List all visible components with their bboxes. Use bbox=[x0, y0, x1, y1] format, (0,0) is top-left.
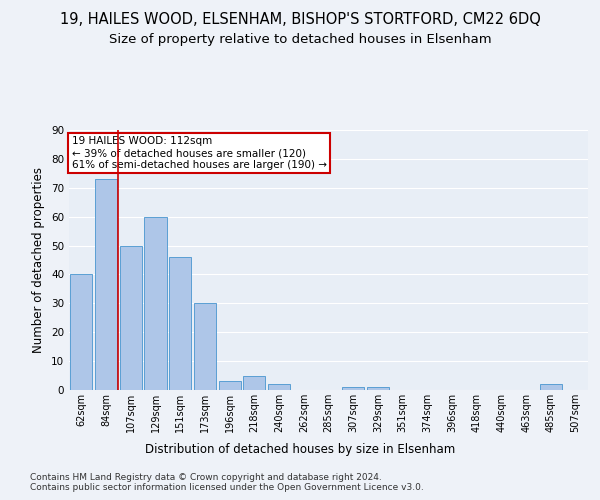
Text: 19 HAILES WOOD: 112sqm
← 39% of detached houses are smaller (120)
61% of semi-de: 19 HAILES WOOD: 112sqm ← 39% of detached… bbox=[71, 136, 326, 170]
Text: 19, HAILES WOOD, ELSENHAM, BISHOP'S STORTFORD, CM22 6DQ: 19, HAILES WOOD, ELSENHAM, BISHOP'S STOR… bbox=[59, 12, 541, 28]
Bar bbox=[243, 376, 265, 390]
Bar bbox=[194, 304, 216, 390]
Bar bbox=[119, 246, 142, 390]
Text: Distribution of detached houses by size in Elsenham: Distribution of detached houses by size … bbox=[145, 442, 455, 456]
Bar bbox=[268, 384, 290, 390]
Bar bbox=[95, 179, 117, 390]
Bar bbox=[169, 257, 191, 390]
Bar bbox=[342, 387, 364, 390]
Bar bbox=[218, 382, 241, 390]
Bar bbox=[145, 216, 167, 390]
Bar bbox=[540, 384, 562, 390]
Text: Size of property relative to detached houses in Elsenham: Size of property relative to detached ho… bbox=[109, 32, 491, 46]
Y-axis label: Number of detached properties: Number of detached properties bbox=[32, 167, 46, 353]
Bar bbox=[70, 274, 92, 390]
Text: Contains HM Land Registry data © Crown copyright and database right 2024.
Contai: Contains HM Land Registry data © Crown c… bbox=[30, 472, 424, 492]
Bar bbox=[367, 387, 389, 390]
